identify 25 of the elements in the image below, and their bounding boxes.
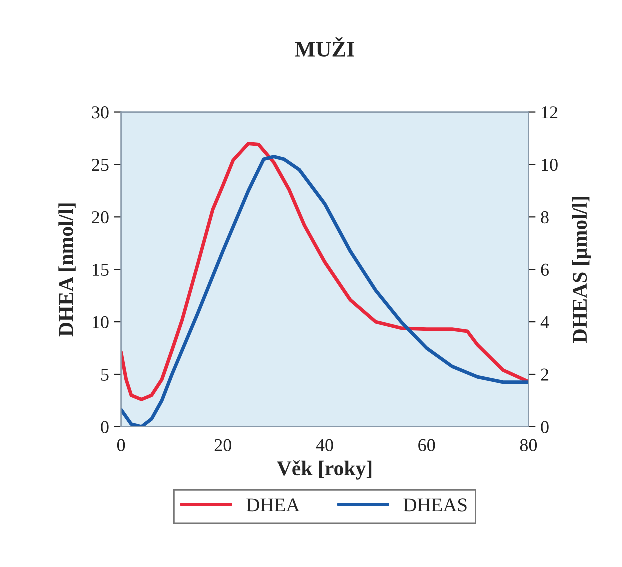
y-tick-label: 15 xyxy=(93,264,109,276)
x-axis-title: Věk [roky] xyxy=(277,460,372,480)
y2-tick-label: 12 xyxy=(542,106,558,119)
y-tick-label: 10 xyxy=(93,316,109,328)
legend-label: DHEAS xyxy=(404,498,467,512)
chart-title: MUŽI xyxy=(295,37,354,57)
x-tick-label: 60 xyxy=(418,439,436,452)
x-tick-label: 40 xyxy=(316,439,334,452)
y2-tick-label: 8 xyxy=(541,211,549,224)
legend-label: DHEA xyxy=(246,498,300,512)
x-tick-label: 20 xyxy=(214,439,232,452)
y-tick-label: 25 xyxy=(92,159,109,172)
y-axis-title: DHEA [nmol/l] xyxy=(58,204,76,337)
y-tick-label: 30 xyxy=(92,106,109,119)
y-tick-label: 5 xyxy=(102,368,109,381)
y2-tick-label: 0 xyxy=(541,421,549,434)
y2-tick-label: 6 xyxy=(541,264,549,276)
x-tick-label: 80 xyxy=(520,439,538,452)
y2-tick-label: 2 xyxy=(541,368,549,381)
x-tick-label: 0 xyxy=(117,439,126,452)
y2-tick-label: 4 xyxy=(540,316,550,328)
y2-tick-label: 10 xyxy=(542,158,558,172)
y-tick-label: 20 xyxy=(92,211,109,224)
y-tick-label: 0 xyxy=(101,421,109,434)
y2-axis-title: DHEAS [µmol/l] xyxy=(572,197,592,344)
